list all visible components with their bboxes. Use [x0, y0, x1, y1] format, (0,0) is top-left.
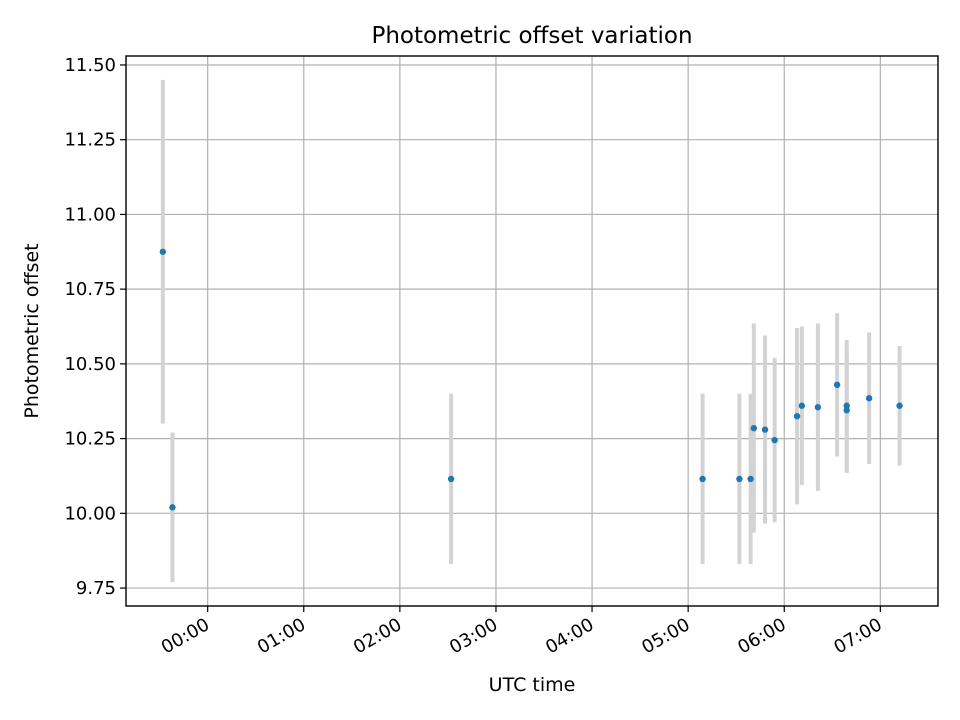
data-point	[896, 402, 903, 409]
y-axis-ticks: 9.75 10.00 10.25 10.50 10.75 11.00 11.25 11.50	[64, 55, 126, 599]
data-point	[793, 412, 801, 420]
y-tick-label: 10.25	[64, 429, 116, 450]
error-bars	[160, 79, 902, 583]
data-point	[159, 248, 167, 255]
y-tick-label: 10.75	[64, 279, 116, 300]
plot-frame	[125, 55, 939, 607]
data-point	[865, 395, 873, 402]
y-axis-label: Photometric offset	[21, 243, 43, 418]
data-point	[771, 436, 778, 444]
x-tick-label: 03:00	[446, 614, 501, 658]
x-axis-label: UTC time	[489, 674, 576, 696]
x-tick-label: 05:00	[638, 614, 693, 658]
x-tick-label: 00:00	[158, 614, 213, 658]
data-point	[169, 504, 176, 511]
x-tick-label: 02:00	[350, 614, 405, 658]
x-tick-label: 06:00	[734, 614, 789, 658]
x-axis-ticks: 00:00 01:00 02:00 03:00 04:00 05:00 06:00 07:00	[158, 606, 886, 658]
data-point	[843, 402, 850, 409]
x-tick-label: 04:00	[542, 614, 597, 658]
data-point	[833, 381, 841, 389]
y-tick-label: 11.00	[64, 204, 116, 225]
data-point	[736, 475, 743, 483]
x-tick-label: 07:00	[830, 614, 885, 658]
data-point	[699, 475, 706, 483]
y-tick-label: 10.00	[64, 503, 116, 524]
y-tick-label: 11.50	[64, 55, 116, 76]
y-tick-label: 9.75	[76, 578, 116, 599]
data-point	[798, 402, 806, 409]
data-point	[843, 407, 850, 414]
data-point	[447, 475, 455, 483]
data-points	[159, 248, 903, 511]
x-tick-label: 01:00	[254, 614, 309, 658]
chart-title: Photometric offset variation	[371, 23, 692, 49]
y-tick-label: 10.50	[64, 354, 116, 375]
data-point	[747, 475, 754, 483]
grid	[126, 56, 938, 606]
data-point	[761, 426, 769, 433]
data-point	[750, 424, 758, 432]
y-tick-label: 11.25	[64, 130, 116, 151]
data-point	[814, 404, 822, 411]
